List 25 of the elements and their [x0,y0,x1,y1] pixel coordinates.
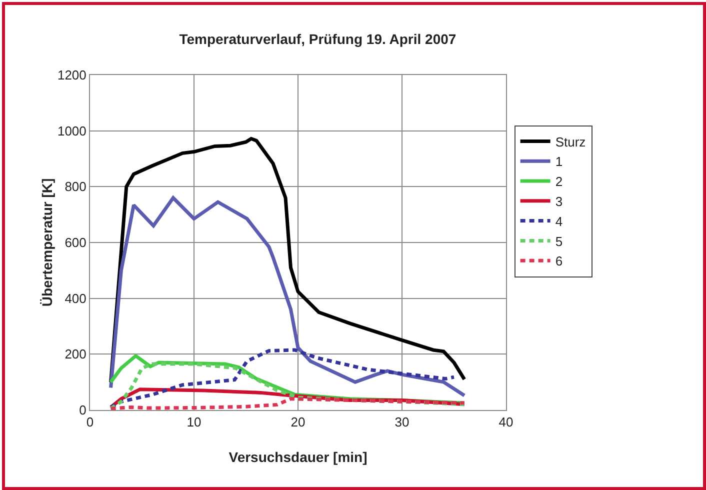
y-tick-label: 800 [64,179,86,194]
y-tick-label: 0 [79,402,86,418]
y-tick-label: 600 [64,235,86,250]
line-series [109,348,456,409]
legend-label: 4 [555,214,563,229]
line-series [109,196,466,398]
line-series [109,362,466,410]
y-tick-label: 200 [64,346,86,362]
x-tick-label: 20 [290,414,306,430]
line-series [109,397,466,410]
legend-label: 6 [555,254,563,269]
legend-label: 3 [555,194,563,209]
x-tick-label: 30 [394,414,410,430]
x-axis-title: Versuchsdauer [min] [228,449,368,465]
legend-label: 2 [555,174,563,190]
y-axis-title: Übertemperatur [K] [39,178,55,307]
legend-label: 1 [555,154,563,170]
y-tick-label: 1200 [57,68,86,83]
legend-label: 5 [555,234,563,249]
legend-label: Sturz [555,134,586,150]
y-tick-label: 1000 [57,123,86,138]
x-tick-label: 10 [186,414,202,430]
y-tick-label: 400 [64,290,86,306]
chart-title: Temperaturverlauf, Prüfung 19. April 2007 [179,31,456,48]
x-tick-label: 40 [498,414,514,430]
